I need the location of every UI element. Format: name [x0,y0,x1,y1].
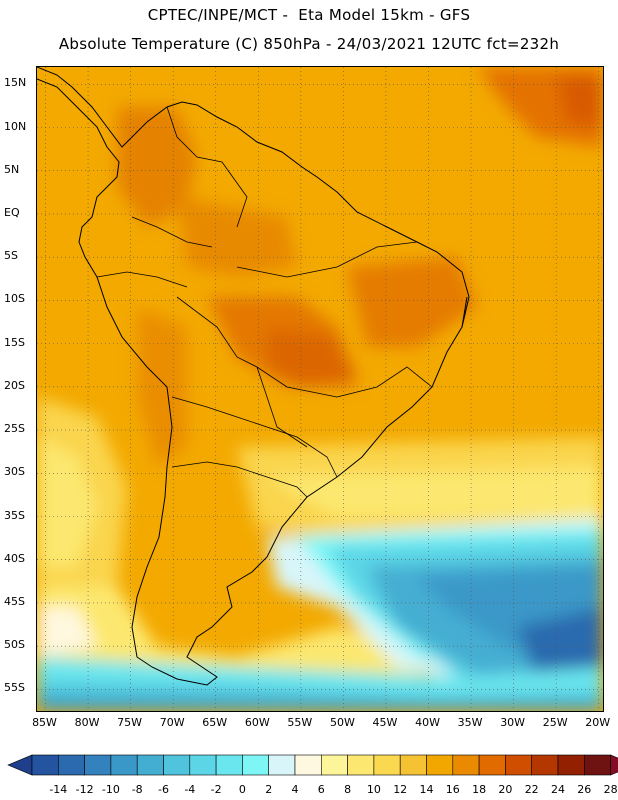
lat-lon-grid [37,67,603,711]
colorbar-box [163,754,191,776]
country-borders [96,106,433,498]
lon-label: 45W [372,716,398,729]
colorbar-label: 0 [238,783,246,796]
colorbar-box [505,754,532,776]
colorbar-box [373,754,401,776]
colorbar-box [189,754,217,776]
lat-label: EQ [4,205,20,219]
lat-label: 30S [4,465,25,479]
colorbar-label: 24 [551,783,565,796]
colorbar-box [136,754,164,776]
lat-label: 25S [4,422,25,436]
lon-label: 70W [159,716,185,729]
colorbar-label: -14 [49,783,68,796]
lat-label: 20S [4,378,25,392]
lon-label: 50W [329,716,355,729]
colorbar-label: 8 [344,783,352,796]
warm-zones [117,67,603,467]
colorbar-box [452,754,480,776]
colorbar-label: 10 [366,783,381,796]
lat-label: 15S [4,335,25,349]
title-line-1: CPTEC/INPE/MCT - Eta Model 15km - GFS [147,6,471,24]
colorbar-max-arrow [610,754,618,776]
lon-label: 40W [415,716,440,729]
colorbar-label: 2 [265,783,273,796]
colorbar-box [242,754,269,776]
cool-zones [37,397,603,711]
lon-label: 65W [202,716,228,729]
lat-label: 10S [4,292,25,306]
lon-label: 30W [500,716,526,729]
coastlines [37,67,470,686]
colorbar-label: 20 [498,783,513,796]
lat-label: 15N [4,76,27,90]
colorbar-box [583,754,611,776]
lat-label: 35S [4,508,25,522]
colorbar-box [268,754,296,776]
colorbar-box [84,754,112,776]
colorbar-box [531,754,559,776]
colorbar-box [215,754,243,776]
lat-label: 45S [4,594,25,608]
title-line-2: Absolute Temperature (C) 850hPa - 24/03/… [58,35,560,53]
lat-label: 10N [4,119,27,133]
lat-label: 5S [4,249,18,263]
lon-label: 75W [117,716,143,729]
colorbar-label: 28 [603,783,618,796]
colorbar-box [347,754,375,776]
lon-label: 25W [542,716,568,729]
colorbar-label: -6 [158,783,169,796]
colorbar-box [320,754,348,776]
colorbar-box [57,754,85,776]
colorbar-label: 16 [445,783,460,796]
colorbar-label: 14 [419,783,434,796]
colorbar-box [478,754,506,776]
colorbar-label: 26 [577,783,592,796]
map-frame [36,66,604,712]
colorbar-box [426,754,454,776]
lat-label: 5N [4,162,20,176]
lon-label: 60W [244,716,270,729]
colorbar-label: 18 [472,783,487,796]
colorbar-box [110,754,138,776]
temperature-map [37,67,603,711]
colorbar-min-arrow [7,754,33,776]
colorbar-label: 22 [524,783,539,796]
lon-label: 80W [74,716,100,729]
colorbar-label: 12 [393,783,408,796]
colorbar-box [294,754,322,776]
lat-label: 55S [4,681,25,695]
colorbar-label: -2 [210,783,222,796]
colorbar-label: -8 [131,783,143,796]
lon-label: 35W [457,716,483,729]
colorbar-label: 4 [291,783,299,796]
colorbar-label: -10 [101,783,120,796]
colorbar-box [557,754,585,776]
colorbar-box [399,754,427,776]
colorbar-label: -4 [184,783,196,796]
colorbar-label: 6 [317,783,325,796]
colorbar-label: -12 [75,783,94,796]
colorbar [7,754,618,776]
lon-label: 55W [287,716,313,729]
lon-label: 85W [32,716,57,729]
lat-label: 50S [4,638,25,652]
lat-label: 40S [4,551,25,565]
colorbar-box [31,754,59,776]
lon-label: 20W [585,716,611,729]
